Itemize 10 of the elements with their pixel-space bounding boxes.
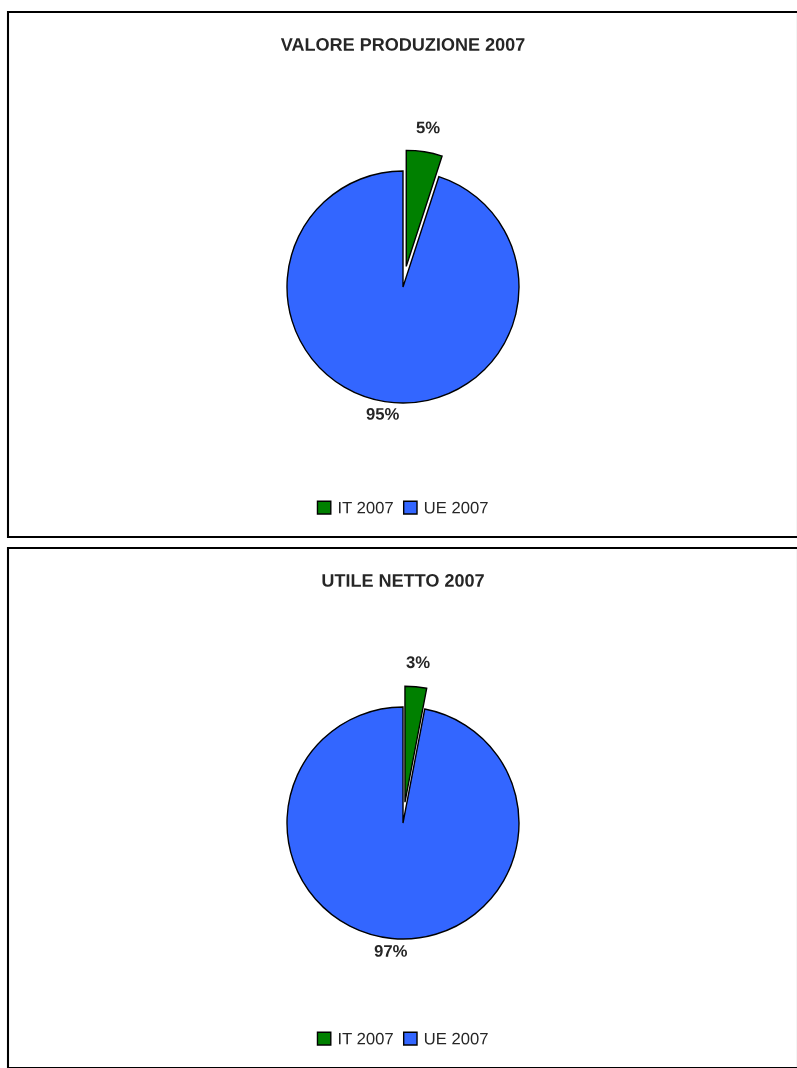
legend-label: UE 2007 [424, 501, 488, 514]
data-label: 3% [406, 656, 430, 669]
legend-label: UE 2007 [424, 1032, 488, 1045]
chart-title: UTILE NETTO 2007 [322, 574, 484, 587]
data-label: 97% [374, 945, 408, 957]
legend-label: IT 2007 [339, 501, 393, 514]
data-label: 95% [366, 407, 399, 420]
chart-title: VALORE PRODUZIONE 2007 [280, 38, 525, 51]
legend-label: IT 2007 [339, 1032, 393, 1045]
data-label: 5% [416, 121, 440, 134]
